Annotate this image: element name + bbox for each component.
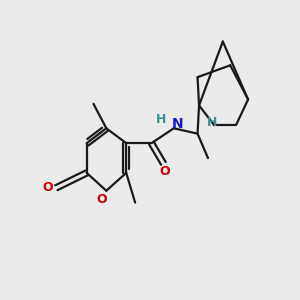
Text: N: N bbox=[172, 117, 183, 131]
Text: O: O bbox=[97, 193, 107, 206]
Text: H: H bbox=[207, 116, 217, 129]
Text: H: H bbox=[156, 113, 166, 127]
Text: O: O bbox=[160, 165, 170, 178]
Text: O: O bbox=[43, 181, 53, 194]
